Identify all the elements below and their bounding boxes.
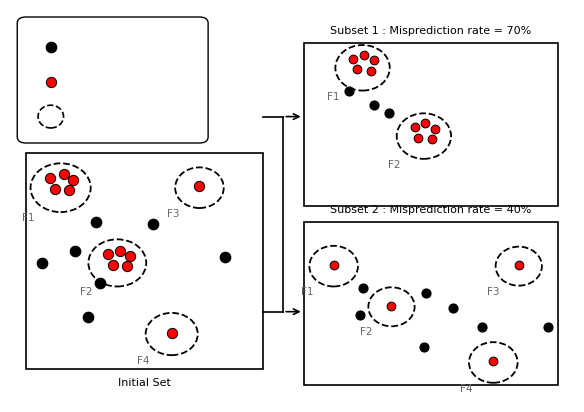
Text: F1: F1 (22, 213, 34, 223)
Text: F3: F3 (166, 209, 179, 219)
Point (387, 302, 396, 309)
Text: F2: F2 (80, 288, 92, 297)
Text: F4: F4 (460, 384, 473, 394)
Ellipse shape (496, 247, 542, 286)
Point (71, 248, 80, 254)
Point (489, 358, 498, 365)
Point (37, 260, 47, 266)
Point (69, 176, 78, 183)
Point (543, 324, 552, 330)
Point (420, 120, 430, 127)
Point (370, 57, 379, 64)
Point (370, 102, 379, 108)
Point (148, 221, 158, 227)
Point (65, 187, 74, 193)
Point (427, 136, 437, 143)
Bar (26, 153, 263, 369)
Point (103, 250, 113, 257)
Point (92, 219, 101, 225)
Text: Subset 2 : Misprediction rate = 40%: Subset 2 : Misprediction rate = 40% (330, 205, 531, 215)
Point (366, 67, 376, 74)
Ellipse shape (369, 287, 415, 326)
Point (329, 262, 338, 268)
Text: F1: F1 (327, 91, 339, 101)
Ellipse shape (335, 45, 390, 91)
Point (448, 305, 457, 312)
Text: F4: F4 (137, 356, 150, 366)
Point (431, 126, 440, 132)
Ellipse shape (38, 105, 64, 128)
Text: Correctly predicted input: Correctly predicted input (68, 42, 207, 52)
Point (384, 109, 394, 116)
Point (95, 280, 105, 286)
Point (360, 52, 369, 58)
Point (46, 44, 55, 51)
Point (348, 56, 357, 62)
Point (422, 290, 431, 297)
Ellipse shape (175, 167, 224, 208)
Text: Fault: Fault (68, 112, 95, 122)
Text: Mispredicted input: Mispredicted input (68, 77, 172, 87)
Point (59, 171, 68, 178)
Point (410, 124, 419, 131)
Ellipse shape (310, 246, 358, 286)
Point (352, 66, 361, 73)
Point (46, 175, 55, 182)
Point (122, 263, 131, 269)
Ellipse shape (397, 113, 451, 159)
Point (413, 135, 423, 141)
Point (167, 330, 176, 336)
Text: F3: F3 (487, 287, 499, 297)
Text: Subset 1 : Misprediction rate = 70%: Subset 1 : Misprediction rate = 70% (330, 26, 531, 36)
Ellipse shape (88, 239, 146, 286)
FancyBboxPatch shape (18, 17, 208, 143)
Point (344, 88, 353, 95)
Point (50, 186, 60, 192)
Point (195, 183, 204, 190)
Point (477, 324, 486, 330)
Text: F1: F1 (301, 288, 313, 297)
Text: Initial Set: Initial Set (118, 377, 171, 388)
Text: F2: F2 (388, 160, 401, 170)
Point (115, 248, 124, 254)
Point (126, 252, 135, 259)
Point (356, 311, 365, 318)
Point (514, 262, 523, 268)
Point (108, 262, 117, 268)
Point (46, 79, 55, 85)
Bar (304, 43, 558, 206)
Text: F2: F2 (360, 327, 372, 337)
Point (84, 313, 93, 320)
Point (221, 253, 230, 260)
Bar (304, 222, 558, 385)
Point (419, 344, 429, 351)
Ellipse shape (145, 313, 198, 355)
Point (358, 285, 367, 291)
Ellipse shape (469, 342, 517, 383)
Ellipse shape (30, 163, 91, 212)
